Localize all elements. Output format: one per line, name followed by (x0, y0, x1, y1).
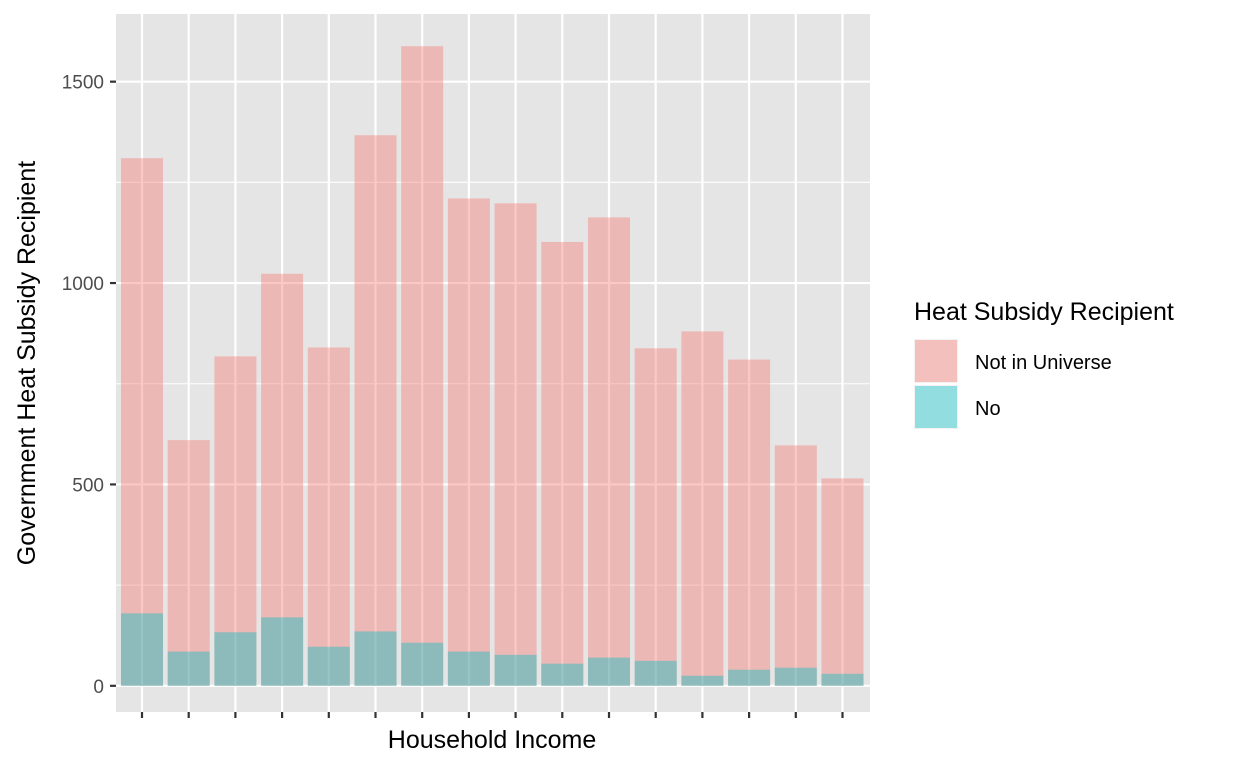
bar-not-in-universe (307, 347, 350, 686)
minor-gridlines (116, 181, 870, 586)
bar-no (541, 663, 584, 686)
bar-not-in-universe (541, 241, 584, 686)
bar-not-in-universe (447, 198, 490, 686)
bar-no (821, 673, 864, 686)
bar-not-in-universe (587, 217, 631, 686)
bar-no (120, 613, 164, 686)
x-axis-ticks (140, 712, 844, 718)
bar-no (587, 657, 631, 686)
bar-no (728, 669, 771, 686)
bar-not-in-universe (494, 203, 537, 686)
x-axis-title: Household Income (388, 726, 596, 754)
bar-no (634, 660, 677, 686)
major-gridlines (116, 14, 870, 712)
bars (120, 46, 864, 686)
bar-not-in-universe (821, 478, 864, 686)
y-tick-label: 1500 (62, 73, 104, 94)
bar-not-in-universe (774, 445, 817, 686)
bar-no (167, 651, 210, 686)
bar-not-in-universe (634, 348, 677, 686)
bar-not-in-universe (728, 359, 771, 686)
bar-no (494, 654, 537, 686)
y-tick-label: 1000 (62, 274, 104, 295)
legend-swatch-no (915, 386, 957, 428)
bar-not-in-universe (354, 135, 397, 686)
bar-not-in-universe (401, 46, 444, 686)
legend-label-no: No (975, 398, 1001, 420)
legend-item-no: No (914, 385, 1001, 429)
bar-not-in-universe (214, 356, 257, 686)
bar-not-in-universe (681, 331, 724, 686)
bar-no (214, 632, 257, 686)
legend-swatch-not-in-universe (915, 340, 957, 382)
bar-no (447, 651, 490, 686)
bar-no (401, 642, 444, 686)
bar-not-in-universe (120, 158, 164, 686)
legend-key-not-in-universe (914, 339, 958, 383)
y-axis-tick-labels: 0 500 1000 1500 (62, 73, 104, 698)
y-tick-label: 0 (93, 677, 104, 698)
bar-no (354, 631, 397, 686)
legend-key-no (914, 385, 958, 429)
y-tick-label: 500 (72, 475, 104, 496)
bar-no (261, 617, 304, 686)
legend-label-not-in-universe: Not in Universe (975, 352, 1112, 374)
bar-no (774, 667, 817, 686)
bar-no (681, 675, 724, 686)
plot-panel (116, 14, 870, 712)
y-axis-title: Government Heat Subsidy Recipient (13, 161, 41, 565)
legend-item-not-in-universe: Not in Universe (914, 339, 1112, 383)
bar-not-in-universe (167, 440, 210, 686)
bar-not-in-universe (261, 273, 304, 686)
legend: Heat Subsidy Recipient Not in Universe N… (914, 298, 1174, 429)
bar-no (307, 646, 350, 686)
y-axis-ticks (110, 80, 116, 687)
legend-title: Heat Subsidy Recipient (914, 298, 1174, 326)
